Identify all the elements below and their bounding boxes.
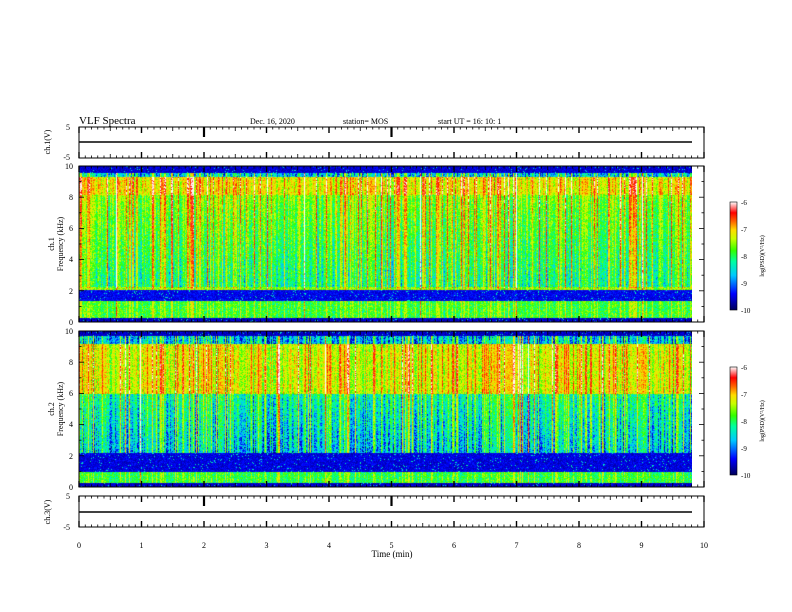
ch2-ytick-4: 4 (69, 420, 73, 429)
ch2-colorbar-tick-m6: -6 (741, 364, 747, 372)
ch2-colorbar-tick-m10: -10 (741, 472, 751, 480)
ch1-waveform-ticks (78, 127, 705, 158)
ch1-colorbar: -6 -7 -8 -9 -10 log(PSD)(V²/Hz) (729, 199, 766, 315)
ch1-colorbar-label: log(PSD)(V²/Hz) (759, 235, 766, 276)
ch1-ytick-4: 4 (69, 255, 73, 264)
ch2-colorbar: -6 -7 -8 -9 -10 log(PSD)(V²/Hz) (729, 364, 766, 480)
ch1-waveform-ylabel: ch.1(V) (43, 129, 52, 154)
ch1-ytick-bottom: -5 (63, 153, 70, 162)
ch1-ytick-10: 10 (65, 162, 73, 171)
ch1-spectrogram-image (79, 166, 692, 322)
ch2-spectrogram-image (79, 331, 692, 487)
figure-start-time: start UT = 16: 10: 1 (438, 117, 501, 126)
ch2-spectrogram-ticks (78, 330, 705, 488)
x-tick-label: 10 (700, 541, 708, 550)
x-tick-label: 8 (577, 541, 581, 550)
x-tick-label: 0 (77, 541, 81, 550)
ch1-spectrogram-panel: 10 8 6 4 2 0 ch.1Frequency (kHz) (47, 162, 705, 327)
ch1-spectrogram-ylabel: ch.1Frequency (kHz) (47, 216, 65, 271)
ch2-spectrogram-panel: 10 8 6 4 2 0 ch.2Frequency (kHz) (47, 327, 705, 492)
x-tick-label: 5 (390, 541, 394, 550)
ch1-colorbar-tick-m7: -7 (741, 226, 747, 234)
x-tick-label: 3 (265, 541, 269, 550)
x-axis-label: Time (min) (372, 549, 413, 559)
figure-station: station= MOS (343, 117, 388, 126)
x-tick-label: 7 (515, 541, 519, 550)
ch1-waveform-panel: 5 -5 ch.1(V) (43, 123, 705, 162)
ch1-colorbar-gradient (729, 201, 738, 311)
ch2-ytick-2: 2 (69, 452, 73, 461)
ch1-ytick-6: 6 (69, 224, 73, 233)
ch1-ytick-8: 8 (69, 193, 73, 202)
ch2-ytick-8: 8 (69, 358, 73, 367)
ch1-colorbar-tick-m6: -6 (741, 199, 747, 207)
ch1-spectrogram-ticks (78, 165, 705, 323)
ch2-ytick-10: 10 (65, 327, 73, 336)
ch2-colorbar-gradient (729, 366, 738, 476)
ch2-colorbar-label: log(PSD)(V²/Hz) (759, 400, 766, 441)
figure-title: VLF Spectra (79, 115, 136, 127)
ch2-colorbar-tick-m8: -8 (741, 418, 747, 426)
ch3-ytick-bottom: -5 (63, 523, 70, 532)
ch1-ytick-2: 2 (69, 287, 73, 296)
ch1-ytick-top: 5 (66, 123, 70, 132)
ch1-ytick-0: 0 (69, 318, 73, 327)
ch2-colorbar-tick-m7: -7 (741, 391, 747, 399)
ch3-ytick-top: 5 (66, 492, 70, 501)
ch2-colorbar-tick-m9: -9 (741, 445, 747, 453)
ch2-spectrogram-ylabel: ch.2Frequency (kHz) (47, 381, 65, 436)
x-tick-label: 9 (640, 541, 644, 550)
ch3-waveform-ticks (78, 496, 705, 527)
ch1-colorbar-tick-m8: -8 (741, 253, 747, 261)
ch2-ytick-0: 0 (69, 483, 73, 492)
figure-date: Dec. 16, 2020 (250, 117, 295, 126)
x-axis-tick-labels: 0 1 2 3 4 5 6 7 8 9 10 (77, 541, 708, 550)
ch3-waveform-ylabel: ch.3(V) (43, 499, 52, 524)
x-tick-label: 1 (140, 541, 144, 550)
ch2-ytick-6: 6 (69, 389, 73, 398)
ch3-waveform-panel: 5 -5 ch.3(V) (43, 492, 705, 532)
ch1-colorbar-tick-m10: -10 (741, 307, 751, 315)
x-tick-label: 2 (202, 541, 206, 550)
x-tick-label: 6 (452, 541, 456, 550)
ch1-colorbar-tick-m9: -9 (741, 280, 747, 288)
x-tick-label: 4 (327, 541, 331, 550)
